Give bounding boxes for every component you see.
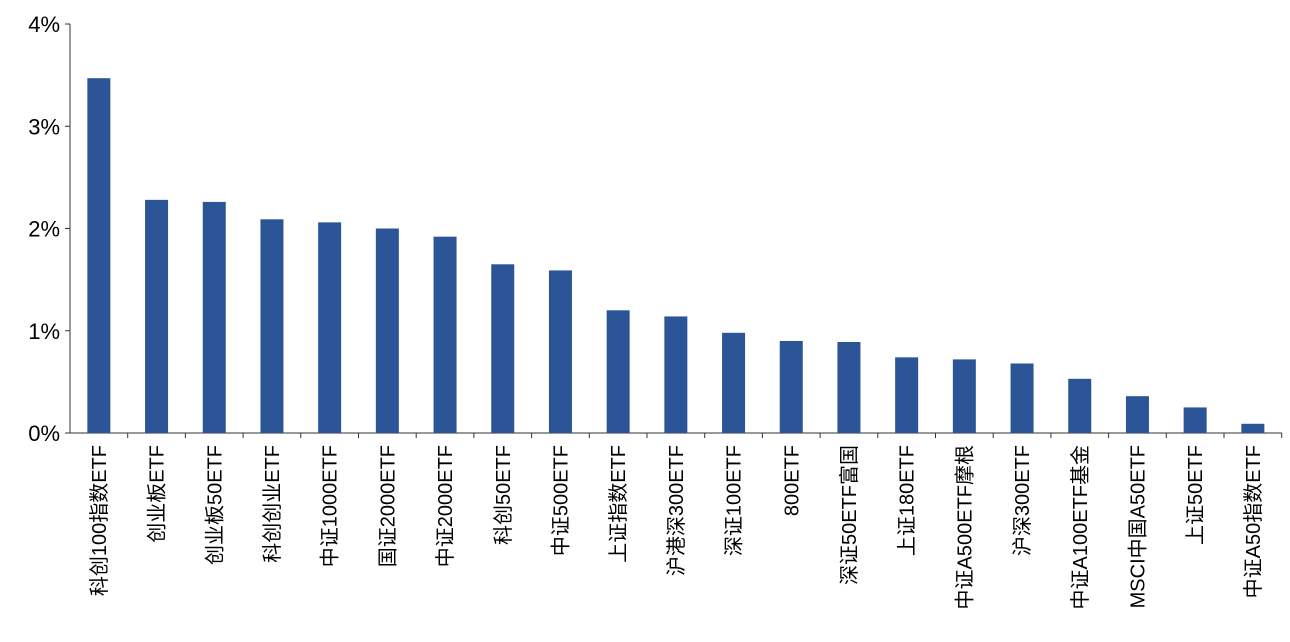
y-tick-label: 4%: [28, 12, 60, 37]
x-tick-label: 科创100指数ETF: [88, 445, 111, 596]
x-tick-label: 中证A500ETF摩根: [953, 445, 976, 609]
bar: [837, 341, 861, 433]
x-tick-label: 科创创业ETF: [261, 445, 284, 563]
y-tick-label: 3%: [28, 114, 60, 139]
bar: [1010, 363, 1034, 433]
x-tick-label: 创业板ETF: [146, 445, 169, 543]
bar: [779, 340, 803, 433]
y-tick-label: 1%: [28, 319, 60, 344]
x-tick-label: 上证180ETF: [896, 445, 919, 556]
x-tick-label: 中证1000ETF: [319, 445, 342, 567]
bar: [1068, 378, 1092, 433]
bar: [260, 219, 284, 433]
bar: [606, 310, 630, 433]
y-tick-label: 2%: [28, 217, 60, 242]
y-tick-label: 0%: [28, 421, 60, 446]
bar: [202, 201, 226, 433]
x-tick-label: 沪深300ETF: [1011, 445, 1034, 556]
x-tick-label: 中证A50指数ETF: [1242, 445, 1265, 598]
x-tick-label: 中证2000ETF: [434, 445, 457, 567]
x-tick-label: 上证指数ETF: [607, 445, 630, 563]
bar: [664, 316, 688, 433]
x-tick-label: 中证500ETF: [549, 445, 572, 556]
x-tick-label: 深证100ETF: [723, 445, 746, 556]
bar: [87, 78, 111, 433]
bar: [433, 236, 457, 433]
bar: [491, 264, 515, 433]
bar: [952, 359, 976, 433]
x-tick-label: 深证50ETF富国: [838, 445, 861, 585]
x-tick-label: 800ETF: [781, 445, 803, 516]
bar: [722, 332, 746, 433]
x-tick-label: 国证2000ETF: [376, 445, 399, 567]
x-tick-label: 上证50ETF: [1184, 445, 1207, 545]
x-tick-label: 沪港深300ETF: [665, 445, 688, 576]
bar: [145, 199, 169, 433]
x-tick-label: 创业板50ETF: [203, 445, 226, 565]
bar: [548, 270, 572, 433]
bar: [375, 228, 399, 433]
bar: [318, 222, 342, 433]
x-tick-label: 中证A100ETF基金: [1069, 445, 1092, 609]
x-tick-label: 科创50ETF: [492, 445, 515, 545]
bar: [1183, 407, 1207, 433]
bar: [1241, 423, 1265, 433]
x-tick-label: MSCI中国A50ETF: [1126, 445, 1149, 608]
bar: [895, 357, 919, 433]
bar: [1125, 396, 1149, 433]
